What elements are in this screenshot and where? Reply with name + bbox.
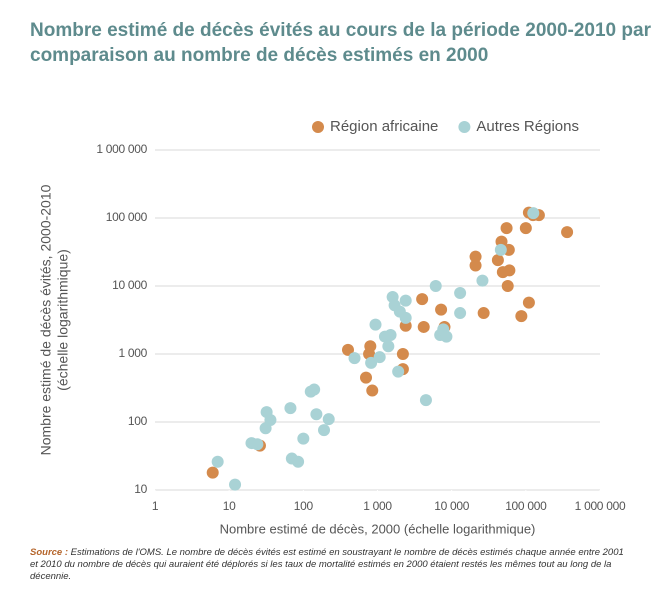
data-point — [384, 329, 397, 342]
data-point — [251, 438, 264, 451]
data-point — [366, 384, 379, 397]
legend-label: Région africaine — [330, 118, 438, 135]
data-point — [494, 243, 507, 256]
data-point — [416, 293, 429, 306]
data-point — [435, 303, 448, 316]
data-point — [310, 408, 323, 421]
legend-marker — [458, 121, 471, 133]
data-point — [322, 413, 335, 426]
y-tick-label: 1 000 000 — [96, 142, 147, 156]
data-point — [429, 280, 442, 292]
x-tick-label: 100 000 — [505, 499, 547, 513]
data-point — [206, 466, 219, 479]
source-label: Source : — [30, 547, 69, 558]
data-point — [348, 352, 361, 365]
data-point — [491, 254, 504, 267]
x-tick-label: 100 — [294, 499, 314, 513]
data-point — [477, 307, 490, 320]
data-point — [365, 356, 378, 369]
x-tick-label: 10 000 — [434, 499, 470, 513]
data-point — [454, 286, 467, 299]
legend-marker — [312, 121, 324, 133]
data-point — [308, 383, 321, 396]
data-point — [399, 294, 412, 307]
y-tick-label: 10 — [134, 482, 147, 496]
x-tick-label: 1 000 000 — [575, 499, 626, 513]
data-point — [515, 310, 528, 323]
x-tick-label: 1 000 — [363, 499, 392, 513]
y-axis-label: Nombre estimé de décès évités, 2000-2010 — [38, 184, 54, 455]
data-point — [522, 296, 535, 309]
source-note: Source : Estimations de l'OMS. Le nombre… — [30, 547, 630, 583]
data-point — [454, 307, 467, 320]
x-axis-label: Nombre estimé de décès, 2000 (échelle lo… — [220, 521, 536, 536]
y-tick-label: 10 000 — [112, 278, 148, 292]
source-text: Estimations de l'OMS. Le nombre de décès… — [30, 547, 624, 582]
chart: 10 100 1 000 10 000 100 000 1 000 000 1 10 100 1 … — [38, 118, 627, 536]
data-point — [284, 402, 297, 415]
legend-label: Autres Régions — [476, 118, 579, 135]
y-tick-label: 100 000 — [106, 210, 148, 224]
data-point — [396, 348, 409, 360]
data-point — [469, 259, 482, 272]
data-point — [519, 222, 532, 235]
data-point — [264, 414, 277, 427]
data-point — [476, 274, 489, 287]
chart-title: Nombre estimé de décès évités au cours d… — [30, 20, 651, 66]
data-point — [360, 371, 373, 384]
data-point — [318, 424, 331, 437]
data-point — [229, 478, 242, 491]
data-point — [399, 311, 412, 324]
y-tick-label: 100 — [128, 414, 148, 428]
data-point — [469, 250, 482, 263]
y-tick-label: 1 000 — [118, 346, 147, 360]
data-point — [417, 320, 430, 333]
data-point — [503, 264, 516, 277]
data-point — [419, 394, 432, 407]
data-point — [527, 207, 540, 220]
data-point — [292, 455, 305, 468]
data-point — [440, 330, 453, 343]
data-point — [382, 340, 395, 353]
data-point — [392, 365, 405, 378]
data-point — [364, 340, 377, 353]
data-point — [341, 343, 354, 356]
data-point — [373, 351, 386, 364]
y-axis-note: (échelle logarithmique) — [55, 249, 71, 391]
data-point — [561, 226, 574, 239]
x-tick-label: 10 — [223, 499, 236, 513]
data-point — [211, 455, 224, 468]
data-point — [369, 318, 382, 331]
data-point — [501, 280, 514, 292]
x-tick-label: 1 — [152, 499, 159, 513]
data-point — [500, 222, 513, 235]
data-point — [297, 432, 310, 445]
